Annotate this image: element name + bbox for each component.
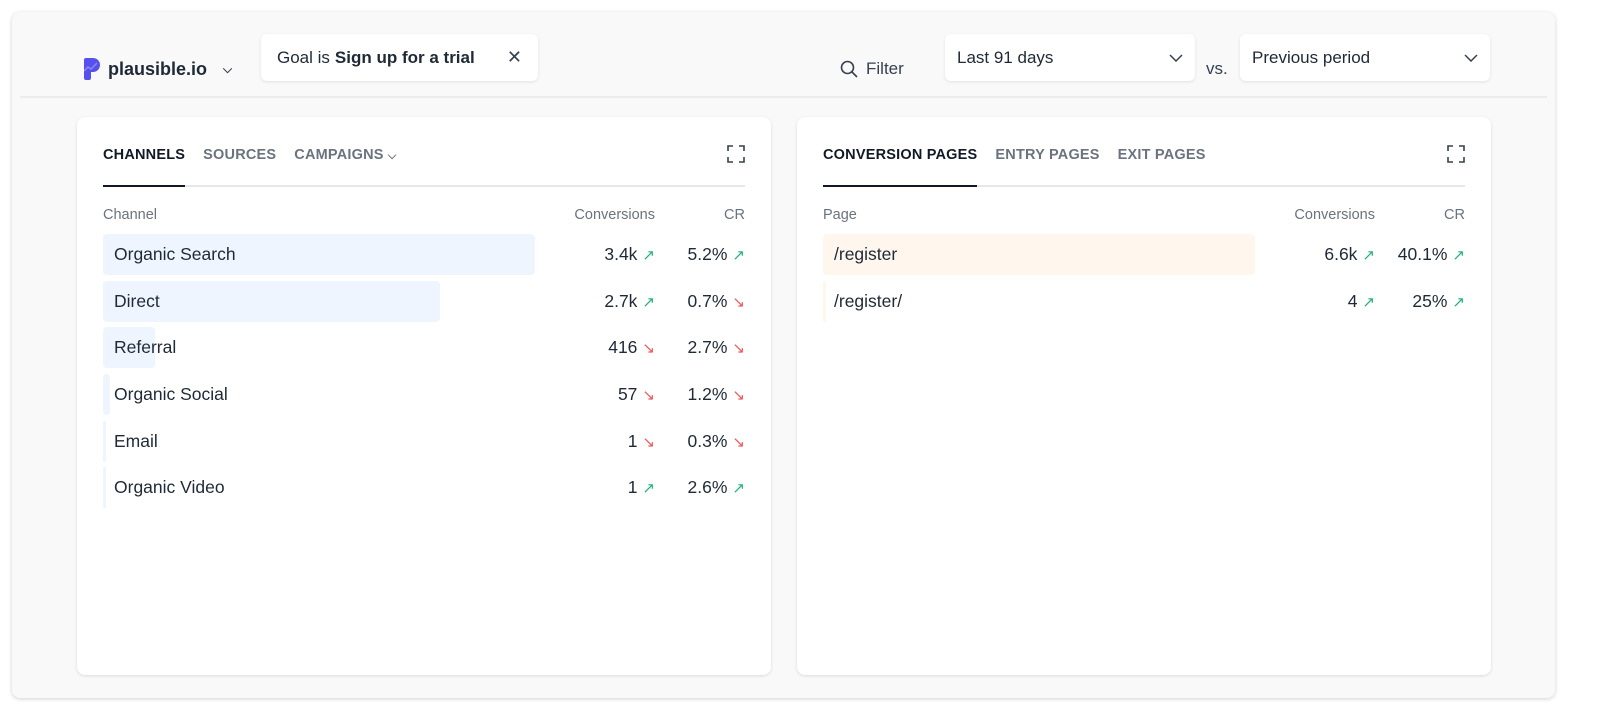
- table-row[interactable]: Email 1 ↘ 0.3% ↘: [103, 420, 745, 462]
- trend-down-icon: ↘: [732, 293, 745, 311]
- conversions-value: 3.4k: [604, 244, 638, 264]
- tab-channels[interactable]: CHANNELS: [103, 143, 186, 187]
- plausible-logo-icon: [84, 58, 100, 80]
- conversions-value: 4: [1347, 290, 1358, 311]
- row-bar: [103, 280, 440, 322]
- row-bar: [103, 420, 106, 462]
- header-divider: [20, 96, 1547, 98]
- tab-exit-pages[interactable]: EXIT PAGES: [1117, 147, 1206, 163]
- search-icon: [840, 60, 858, 78]
- trend-up-icon: ↗: [642, 480, 655, 498]
- row-bar: [823, 234, 1255, 275]
- table-row[interactable]: /register/4 ↗ 25% ↗: [823, 280, 1465, 322]
- row-bar: [103, 327, 155, 369]
- table-row[interactable]: Referral 416 ↘ 2.7% ↘: [103, 327, 745, 369]
- table-rows: Organic Search 3.4k ↗ 5.2% ↗ Direct 2.7k ↗ 0.7% ↘…: [103, 234, 745, 514]
- row-bar: [823, 280, 826, 322]
- expand-icon[interactable]: [1447, 145, 1465, 163]
- table-row[interactable]: Organic Social 57 ↘ 1.2% ↘: [103, 374, 745, 416]
- conversions-value: 57: [617, 384, 638, 405]
- row-label[interactable]: Organic Search: [114, 244, 236, 264]
- trend-down-icon: ↘: [642, 433, 655, 451]
- column-header[interactable]: Conversions: [1294, 207, 1375, 223]
- trend-up-icon: ↗: [1362, 247, 1375, 264]
- column-header[interactable]: CR: [724, 207, 745, 223]
- cr-value: 1.2%: [687, 384, 728, 405]
- row-label[interactable]: Organic Video: [114, 477, 225, 498]
- conversions-value: 6.6k: [1324, 244, 1358, 264]
- trend-down-icon: ↘: [732, 340, 745, 358]
- comparison-select[interactable]: Previous period: [1240, 34, 1490, 81]
- tab-entry-pages[interactable]: ENTRY PAGES: [995, 147, 1100, 163]
- chevron-down-icon: [1169, 53, 1183, 62]
- column-header[interactable]: CR: [1444, 207, 1465, 223]
- cr-value: 0.7%: [687, 290, 728, 311]
- trend-up-icon: ↗: [1452, 293, 1465, 311]
- goal-filter-pill[interactable]: Goal is Sign up for a trial ✕: [261, 34, 538, 81]
- conversions-value: 2.7k: [604, 290, 638, 311]
- conversions-value: 1: [627, 430, 638, 451]
- site-switcher[interactable]: plausible.io ⌵: [84, 46, 232, 92]
- close-icon[interactable]: ✕: [506, 47, 522, 67]
- cr-value: 2.7%: [687, 337, 728, 358]
- tabs: CONVERSION PAGES ENTRY PAGES EXIT PAGES: [823, 143, 1465, 187]
- table-row[interactable]: Organic Search 3.4k ↗ 5.2% ↗: [103, 234, 745, 275]
- table-row[interactable]: /register 6.6k ↗ 40.1% ↗: [823, 234, 1465, 275]
- filter-button[interactable]: Filter: [840, 46, 904, 92]
- chevron-down-icon: ⌵: [387, 150, 397, 162]
- trend-up-icon: ↗: [642, 293, 655, 311]
- row-bar: [103, 234, 535, 275]
- row-bar: [103, 467, 106, 509]
- table-header: Page Conversions CR: [823, 207, 1465, 223]
- tab-conversion-pages[interactable]: CONVERSION PAGES: [823, 143, 978, 187]
- filter-label: Filter: [866, 59, 904, 78]
- cr-value: 2.6%: [687, 477, 728, 498]
- trend-up-icon: ↗: [1362, 293, 1375, 311]
- period-value: Last 91 days: [957, 47, 1054, 67]
- row-bar: [103, 374, 111, 416]
- period-select[interactable]: Last 91 days: [945, 34, 1195, 81]
- column-header[interactable]: Channel: [103, 207, 158, 223]
- cr-value: 5.2%: [687, 244, 728, 264]
- sources-card: CHANNELS SOURCES CAMPAIGNS ⌵ Channel Convers…: [77, 117, 771, 675]
- goal-value: Sign up for a trial: [334, 47, 475, 67]
- chevron-down-icon: [1464, 53, 1478, 62]
- cr-value: 0.3%: [687, 430, 728, 451]
- trend-up-icon: ↗: [1452, 247, 1465, 264]
- dashboard: plausible.io ⌵ Goal is Sign up for a tri…: [12, 12, 1555, 698]
- row-label[interactable]: Organic Social: [114, 384, 228, 405]
- vs-label: vs.: [1206, 59, 1228, 78]
- tabs: CHANNELS SOURCES CAMPAIGNS ⌵: [103, 143, 745, 187]
- expand-icon[interactable]: [727, 145, 745, 163]
- row-label[interactable]: Direct: [114, 290, 160, 311]
- trend-up-icon: ↗: [732, 480, 745, 498]
- row-label[interactable]: /register/: [834, 290, 903, 311]
- conversions-value: 1: [627, 477, 638, 498]
- pages-card: CONVERSION PAGES ENTRY PAGES EXIT PAGES Pag…: [797, 117, 1491, 675]
- column-header[interactable]: Conversions: [574, 207, 655, 223]
- table-row[interactable]: Direct 2.7k ↗ 0.7% ↘: [103, 280, 745, 322]
- trend-down-icon: ↘: [642, 387, 655, 405]
- table-rows: /register 6.6k ↗ 40.1% ↗/register/4 ↗ 25% ↗: [823, 234, 1465, 327]
- trend-down-icon: ↘: [732, 387, 745, 405]
- row-label[interactable]: Referral: [114, 337, 177, 358]
- trend-up-icon: ↗: [642, 247, 655, 264]
- chevron-down-icon: ⌵: [223, 61, 233, 76]
- column-header[interactable]: Page: [823, 207, 857, 223]
- table-row[interactable]: Organic Video 1 ↗ 2.6% ↗: [103, 467, 745, 509]
- cr-value: 25%: [1412, 290, 1448, 311]
- table-header: Channel Conversions CR: [103, 207, 745, 223]
- goal-prefix: Goal is: [277, 47, 330, 67]
- conversions-value: 416: [608, 337, 638, 358]
- tab-campaigns[interactable]: CAMPAIGNS ⌵: [294, 147, 397, 163]
- tab-sources[interactable]: SOURCES: [203, 147, 277, 163]
- row-label[interactable]: Email: [114, 430, 158, 451]
- trend-up-icon: ↗: [732, 247, 745, 264]
- trend-down-icon: ↘: [642, 340, 655, 358]
- cr-value: 40.1%: [1397, 244, 1448, 264]
- trend-down-icon: ↘: [732, 433, 745, 451]
- site-name: plausible.io: [108, 58, 208, 79]
- row-label[interactable]: /register: [834, 244, 898, 264]
- comparison-value: Previous period: [1252, 47, 1371, 67]
